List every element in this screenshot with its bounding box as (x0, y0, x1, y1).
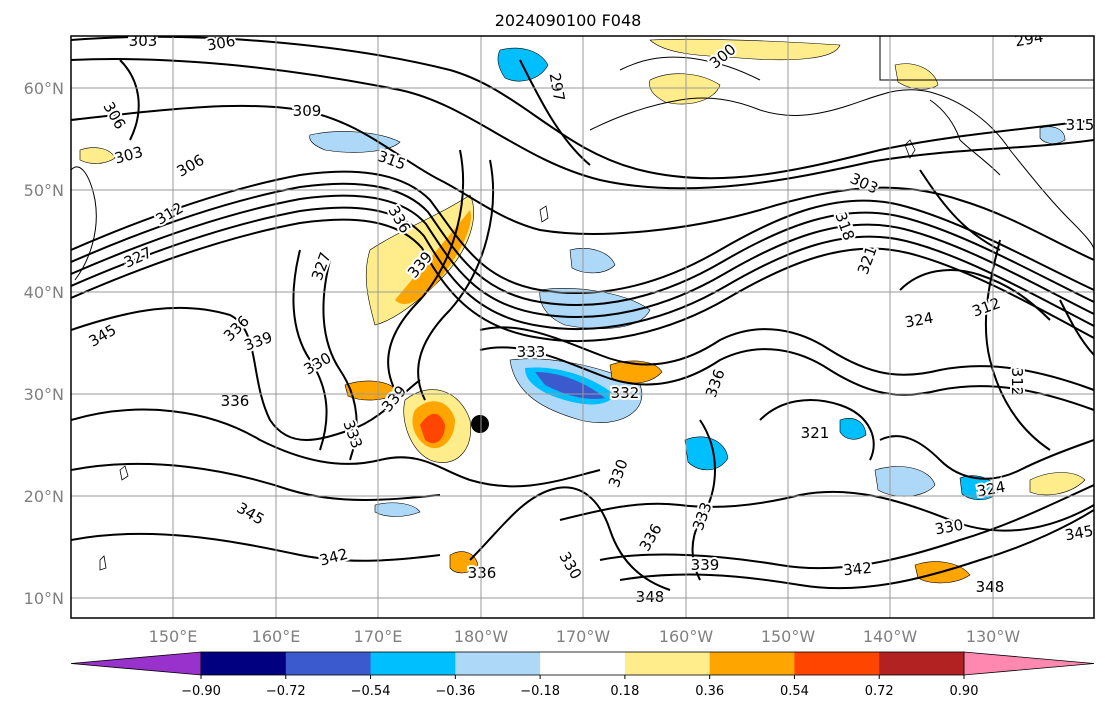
lon-label: 140°W (863, 627, 918, 646)
colorbar-segment (455, 652, 541, 675)
contour-lines (71, 36, 1094, 591)
lon-label: 170°E (354, 627, 403, 646)
colorbar-segment (879, 652, 965, 675)
colorbar-tick-label: −0.72 (266, 684, 306, 699)
colorbar-segment (709, 652, 795, 675)
contour-label: 333 (517, 343, 546, 361)
contour-label: 336 (221, 392, 250, 410)
colorbar-tick-label: 0.72 (865, 684, 894, 699)
colorbar-segment (370, 652, 456, 675)
lat-label: 30°N (24, 385, 64, 404)
colorbar-extension-max (963, 651, 1095, 676)
colorbar-segment (201, 652, 287, 675)
longitude-labels: 150°E 160°E 170°E 180°W 170°W 160°W 150°… (149, 627, 1021, 646)
lat-label: 50°N (24, 181, 64, 200)
colorbar-extension-min (70, 651, 202, 676)
lon-label: 160°E (252, 627, 301, 646)
lon-label: 160°W (659, 627, 714, 646)
storm-center-marker (471, 415, 489, 433)
colorbar-tick-label: 0.36 (695, 684, 724, 699)
small-contours (99, 139, 916, 571)
colorbar-segment (624, 652, 711, 675)
colorbar-tick-label: −0.18 (520, 684, 560, 699)
colorbar-tick-label: 0.54 (780, 684, 809, 699)
colorbar-tick-label: −0.54 (351, 684, 391, 699)
lat-label: 20°N (24, 487, 64, 506)
coastlines (71, 36, 1094, 281)
colorbar-segment (794, 652, 880, 675)
contour-label: 342 (843, 559, 873, 579)
contour-label: 315 (1066, 116, 1095, 134)
lon-label: 180°W (454, 627, 509, 646)
colorbar-segment (540, 652, 626, 675)
colorbar-segment (285, 652, 372, 675)
contour-label: 321 (801, 424, 830, 442)
contour-label: 348 (636, 588, 665, 606)
contour-label: 312 (1008, 368, 1026, 397)
lon-label: 170°W (556, 627, 611, 646)
lat-label: 10°N (24, 589, 64, 608)
colorbar-tick-label: −0.90 (181, 684, 221, 699)
map-title: 2024090100 F048 (495, 11, 642, 30)
colorbar-tick-label: −0.36 (435, 684, 475, 699)
colorbar-tick-label: 0.18 (610, 684, 639, 699)
latitude-labels: 60°N 50°N 40°N 30°N 20°N 10°N (24, 79, 64, 608)
contour-label: 332 (611, 384, 640, 402)
contour-label: 309 (293, 102, 322, 120)
colorbar-tick-label: 0.90 (950, 684, 979, 699)
gridlines (71, 36, 1094, 618)
contour-label: 336 (468, 564, 497, 582)
colorbar: −0.90 −0.72 −0.54 −0.36 −0.18 0.18 0.36 0.54 0.7… (70, 651, 1095, 699)
lat-label: 60°N (24, 79, 64, 98)
contour-label: 348 (976, 578, 1005, 596)
contour-label: 339 (691, 556, 720, 574)
lon-label: 150°E (149, 627, 198, 646)
contour-label: 303 (129, 32, 158, 50)
lat-label: 40°N (24, 283, 64, 302)
lon-label: 150°W (761, 627, 816, 646)
contour-label: 297 (1046, 22, 1075, 40)
lon-label: 130°W (966, 627, 1021, 646)
